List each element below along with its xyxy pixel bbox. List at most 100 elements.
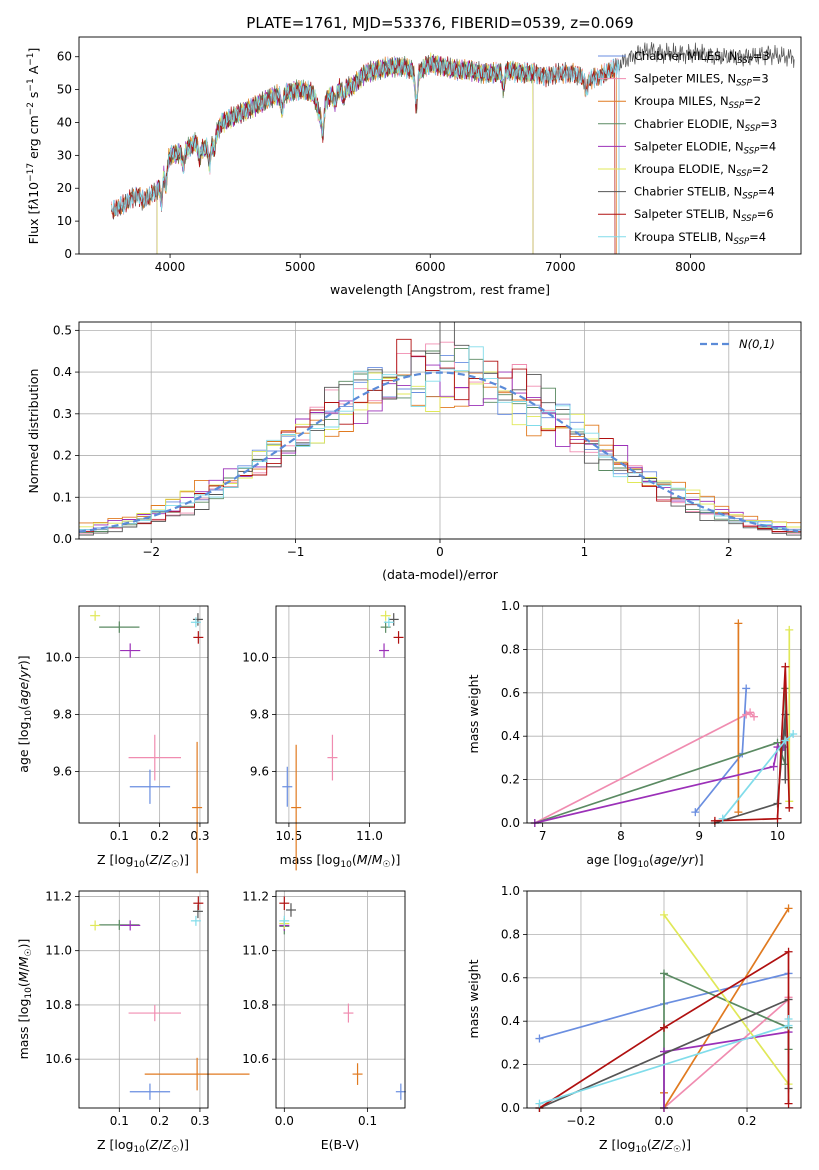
spectrum-xtick-label: 8000 bbox=[675, 260, 706, 274]
spectrum-legend-label: Kroupa STELIB, NSSP=4 bbox=[634, 230, 766, 247]
ebv-mass-point bbox=[395, 1083, 406, 1100]
mass-age-xtick-label: 11.0 bbox=[356, 829, 383, 843]
z-age-point bbox=[128, 734, 181, 781]
z-age-point bbox=[193, 631, 204, 644]
mass-age-xlabel: mass [log10(M/M☉)] bbox=[280, 852, 401, 870]
weights-age-ylabel: mass weight bbox=[466, 674, 481, 753]
z-age-point bbox=[190, 617, 201, 628]
z-mass-point bbox=[129, 1083, 171, 1100]
weights-z-axes: −0.2 0.0 0.2 0.0 0.2 0.4 0.6 0.8 1.0 bbox=[501, 884, 801, 1128]
z-age-xtick-label: 0.3 bbox=[190, 829, 209, 843]
spectrum-xtick-label: 7000 bbox=[545, 260, 576, 274]
residuals-ytick-label: 0.3 bbox=[53, 407, 72, 421]
weights-z-ytick-label: 0.2 bbox=[501, 1058, 520, 1072]
weights-z-marker bbox=[660, 1023, 668, 1032]
z-mass-point bbox=[90, 920, 101, 931]
residuals-ytick-label: 0.0 bbox=[53, 532, 72, 546]
z-mass-ytick-label: 11.0 bbox=[45, 944, 72, 958]
spectrum-legend-label: Kroupa ELODIE, NSSP=2 bbox=[634, 162, 769, 179]
spectrum-series-3 bbox=[111, 55, 617, 254]
residuals-gaussian-curve bbox=[79, 371, 799, 533]
residuals-xtick-label: 2 bbox=[725, 545, 733, 559]
ebv-mass-xtick-label: 0.0 bbox=[275, 1114, 294, 1128]
weights-z-series-5 bbox=[663, 1031, 789, 1108]
weights-age-series-7 bbox=[714, 714, 787, 824]
spectrum-axes: 4000 5000 6000 7000 8000 0 10 20 30 40 50 60 bbox=[57, 50, 706, 274]
weights-age-ytick-label: 1.0 bbox=[501, 599, 520, 613]
spectrum-legend-label: Salpeter STELIB, NSSP=6 bbox=[634, 207, 774, 224]
spectrum-legend-label: Kroupa MILES, NSSP=2 bbox=[634, 94, 761, 111]
ebv-mass-point bbox=[352, 1063, 363, 1085]
spectrum-legend-label: Chabrier MILES, NSSP=3 bbox=[634, 49, 770, 66]
weights-z-frame bbox=[526, 890, 802, 1109]
mass-age-point bbox=[380, 610, 391, 621]
spectrum-xtick-label: 5000 bbox=[285, 260, 316, 274]
mass-age-point bbox=[379, 643, 390, 658]
z-mass-ytick-label: 11.2 bbox=[45, 889, 72, 903]
mass-age-point bbox=[393, 631, 404, 644]
ebv-mass-point bbox=[285, 903, 296, 917]
residuals-xtick-label: 1 bbox=[581, 545, 589, 559]
spectrum-xtick-label: 4000 bbox=[155, 260, 186, 274]
weights-age-xtick-label: 8 bbox=[617, 829, 625, 843]
z-mass-xtick-label: 0.1 bbox=[110, 1114, 129, 1128]
z-age-point bbox=[99, 621, 140, 633]
spectrum-ytick-label: 10 bbox=[57, 214, 72, 228]
spectrum-ylabel: Flux [fλ10−17 erg cm−2 s−1 A−1] bbox=[26, 48, 41, 245]
weights-age-series-2 bbox=[534, 711, 755, 824]
spectrum-series-9 bbox=[111, 55, 620, 254]
weights-age-marker bbox=[742, 684, 751, 693]
spectrum-title: PLATE=1761, MJD=53376, FIBERID=0539, z=0… bbox=[246, 14, 633, 32]
spectrum-xtick-label: 6000 bbox=[415, 260, 446, 274]
ebv-mass-points bbox=[279, 896, 406, 1100]
residuals-xtick-label: −1 bbox=[287, 545, 305, 559]
weights-age-xtick-label: 10 bbox=[770, 829, 785, 843]
weights-age-xtick-label: 9 bbox=[695, 829, 703, 843]
weights-age-xlabel: age [log10(age/yr)] bbox=[586, 852, 703, 870]
weights-age-ytick-label: 0.0 bbox=[501, 816, 520, 830]
weights-z-marker bbox=[535, 1099, 544, 1108]
weights-z-marker bbox=[784, 1099, 793, 1108]
z-age-point bbox=[129, 769, 171, 804]
ebv-mass-point bbox=[279, 896, 290, 910]
z-age-point bbox=[192, 741, 203, 874]
mass-age-points bbox=[282, 610, 404, 871]
weights-age-marker bbox=[734, 619, 743, 628]
weights-age-lines bbox=[530, 619, 798, 827]
mass-age-xtick-label: 10.5 bbox=[276, 829, 303, 843]
z-mass-xtick-label: 0.3 bbox=[190, 1114, 209, 1128]
spectrum-lines bbox=[111, 41, 795, 254]
spectrum-series-4 bbox=[156, 54, 534, 254]
residuals-hists bbox=[79, 322, 801, 536]
z-mass-point bbox=[120, 920, 141, 931]
mass-age-ytick-label: 9.6 bbox=[250, 765, 269, 779]
weights-z-marker bbox=[784, 1015, 793, 1024]
residuals-axes: −2 −1 0 1 2 0.0 0.1 0.2 0.3 0.4 0.5 bbox=[53, 322, 801, 559]
weights-age-frame bbox=[526, 605, 802, 824]
ebv-mass-ytick-label: 10.8 bbox=[242, 998, 269, 1012]
z-age-ylabel: age [log10(age/yr)] bbox=[16, 655, 34, 772]
z-mass-xtick-label: 0.2 bbox=[150, 1114, 169, 1128]
residuals-hist-7 bbox=[79, 322, 801, 536]
weights-age-marker bbox=[773, 814, 782, 823]
residuals-ytick-label: 0.4 bbox=[53, 365, 72, 379]
weights-z-marker bbox=[660, 969, 668, 978]
weights-z-series-2 bbox=[663, 997, 790, 1109]
z-mass-point bbox=[128, 1004, 181, 1022]
weights-age-marker bbox=[781, 736, 790, 745]
weights-z-xtick-label: −0.2 bbox=[566, 1114, 595, 1128]
residuals-hist-4 bbox=[79, 347, 801, 533]
weights-z-marker bbox=[660, 910, 668, 919]
mass-age-ytick-label: 10.0 bbox=[242, 650, 269, 664]
weights-age-marker bbox=[785, 803, 794, 812]
weights-age-marker bbox=[691, 808, 700, 817]
ebv-mass-axes: 0.0 0.1 10.6 10.8 11.0 11.2 bbox=[242, 889, 405, 1128]
spectrum-legend-label: Salpeter ELODIE, NSSP=4 bbox=[634, 139, 776, 156]
residuals-ytick-label: 0.5 bbox=[53, 323, 72, 337]
mass-age-frame bbox=[275, 605, 406, 824]
mass-age-axes: 10.5 11.0 9.6 9.8 10.0 bbox=[242, 606, 405, 843]
weights-z-ylabel: mass weight bbox=[466, 959, 481, 1038]
z-mass-point bbox=[190, 915, 201, 926]
weights-age-marker bbox=[785, 625, 794, 634]
